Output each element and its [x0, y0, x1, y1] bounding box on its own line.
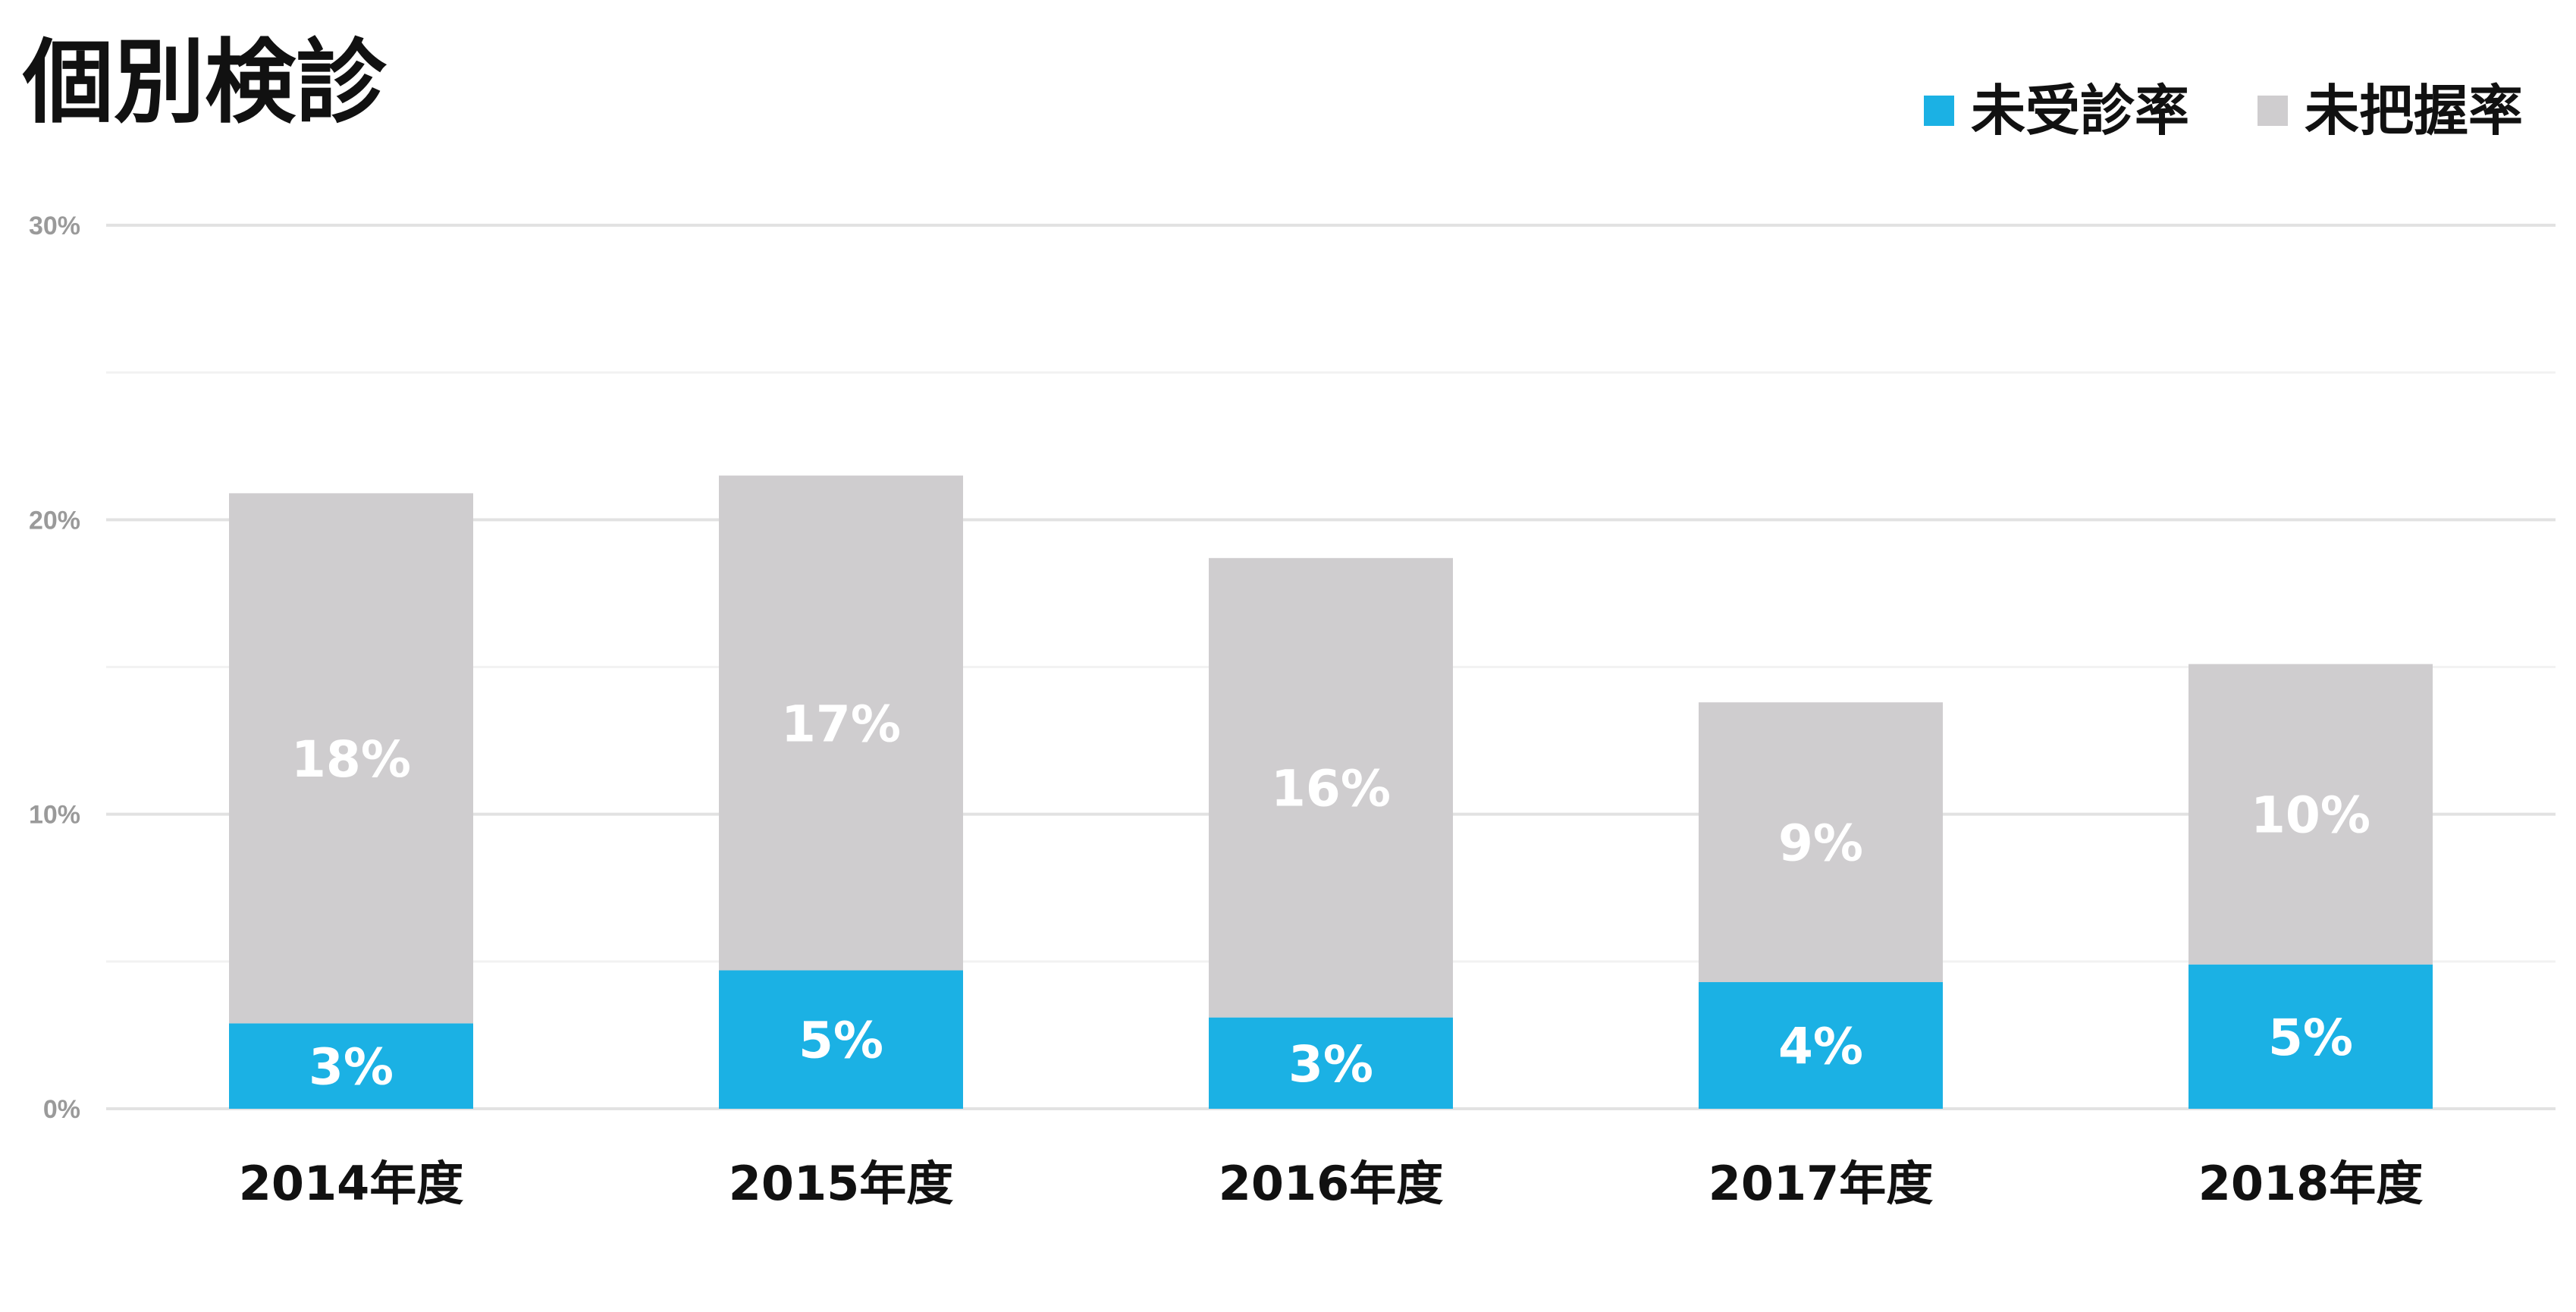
x-tick-label: 2014年度	[239, 1156, 464, 1211]
bars: 3% 18% 5% 17% 3% 16% 4% 9% 5% 10%	[229, 476, 2433, 1109]
chart-title: 個別検診	[23, 30, 387, 136]
legend-swatch-unexamined	[1923, 96, 1954, 126]
x-tick-label: 2018年度	[2198, 1156, 2424, 1211]
bar-segment-unexamined	[1209, 1017, 1453, 1109]
bar-segment-unknown	[229, 493, 473, 1024]
legend-label-unknown: 未把握率	[2304, 79, 2523, 143]
bar-value-label: 18%	[291, 730, 411, 789]
legend-label-unexamined: 未受診率	[1970, 79, 2189, 143]
x-tick-label: 2015年度	[729, 1156, 954, 1211]
bar-value-label: 4%	[1778, 1018, 1863, 1076]
bar-value-label: 17%	[781, 695, 901, 753]
legend-swatch-unknown	[2257, 96, 2288, 126]
y-tick-label: 30%	[29, 212, 80, 240]
x-tick-label: 2017年度	[1708, 1156, 1934, 1211]
bar-segment-unknown	[1209, 557, 1453, 1018]
bar-value-label: 5%	[799, 1012, 883, 1070]
x-axis-labels: 2014年度 2015年度 2016年度 2017年度 2018年度	[239, 1156, 2424, 1211]
y-tick-label: 20%	[29, 506, 80, 535]
legend-item-unknown: 未把握率	[2257, 79, 2523, 143]
bar-segment-unexamined	[2189, 964, 2433, 1109]
bar-segment-unknown	[719, 476, 963, 971]
bar-segment-unexamined	[1699, 982, 1943, 1109]
bar-segment-unknown	[2189, 664, 2433, 965]
bar-value-label: 10%	[2251, 786, 2370, 845]
legend-item-unexamined: 未受診率	[1923, 79, 2189, 143]
bar-segment-unexamined	[229, 1023, 473, 1109]
bar-value-label: 3%	[309, 1038, 394, 1097]
bar-segment-unexamined	[719, 970, 963, 1109]
bar-value-label: 3%	[1288, 1035, 1373, 1094]
bar-value-label: 9%	[1778, 815, 1863, 873]
y-tick-label: 10%	[29, 801, 80, 830]
bar-segment-unknown	[1699, 702, 1943, 983]
y-tick-label: 0%	[43, 1095, 80, 1124]
bar-value-label: 5%	[2268, 1009, 2353, 1067]
bar-value-label: 16%	[1271, 760, 1391, 818]
y-axis-ticks: 0% 10% 20% 30%	[29, 212, 80, 1124]
x-tick-label: 2016年度	[1219, 1156, 1444, 1211]
legend: 未受診率 未把握率	[1923, 79, 2523, 143]
